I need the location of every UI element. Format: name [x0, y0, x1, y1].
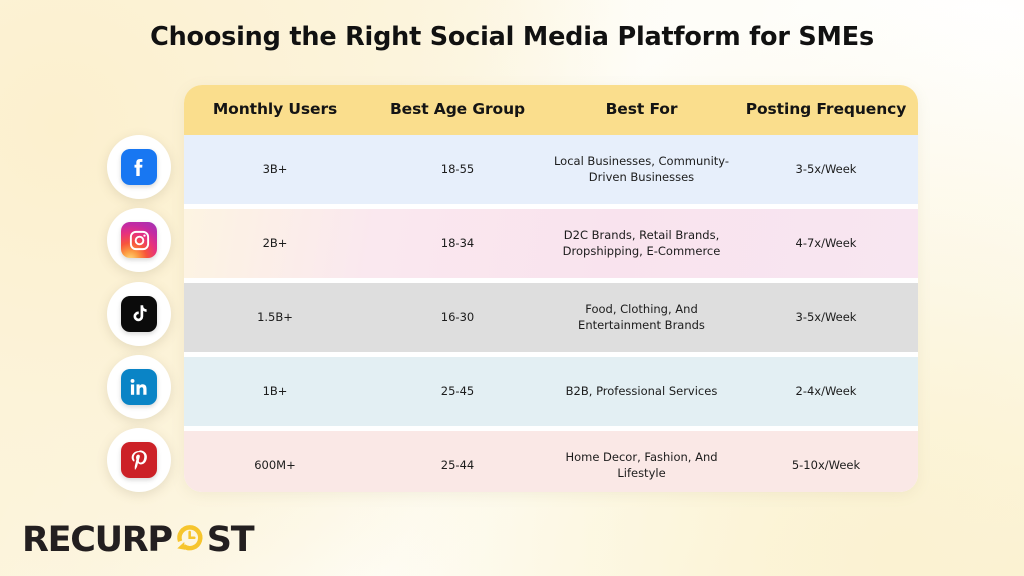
- tiktok-icon: [121, 296, 157, 332]
- logo-text-after: ST: [206, 519, 255, 560]
- cell-monthly-users: 1B+: [262, 383, 288, 398]
- cell-best-age-group: 18-34: [440, 235, 475, 250]
- table-row: 600M+ 25-44 Home Decor, Fashion, And Lif…: [184, 431, 918, 492]
- row-divider: [184, 278, 918, 283]
- clock-arrow-icon: [173, 521, 206, 559]
- cell-best-for: Home Decor, Fashion, And Lifestyle: [565, 449, 718, 480]
- instagram-icon: [121, 222, 157, 258]
- cell-posting-frequency: 3-5x/Week: [795, 309, 857, 324]
- cell-best-age-group: 16-30: [440, 309, 475, 324]
- table-row: 2B+ 18-34 D2C Brands, Retail Brands, Dro…: [184, 209, 918, 278]
- table-header-row: Monthly Users Best Age Group Best For Po…: [184, 85, 918, 135]
- table-row: 1B+ 25-45 B2B, Professional Services 2-4…: [184, 357, 918, 426]
- column-header-best-age-group: Best Age Group: [389, 100, 526, 119]
- logo-text-before: RECURP: [22, 519, 173, 560]
- page-title: Choosing the Right Social Media Platform…: [150, 22, 874, 52]
- recurpost-logo: RECURP ST: [22, 519, 255, 561]
- platform-badge-tiktok: [107, 282, 171, 346]
- pinterest-icon: [121, 442, 157, 478]
- cell-best-for: Food, Clothing, And Entertainment Brands: [578, 301, 705, 332]
- table-row: 1.5B+ 16-30 Food, Clothing, And Entertai…: [184, 283, 918, 352]
- cell-best-for: B2B, Professional Services: [565, 383, 718, 398]
- row-divider: [184, 204, 918, 209]
- platform-badge-facebook: [107, 135, 171, 199]
- cell-best-age-group: 25-45: [440, 383, 475, 398]
- platform-comparison-table: Monthly Users Best Age Group Best For Po…: [184, 85, 918, 492]
- cell-posting-frequency: 2-4x/Week: [795, 383, 857, 398]
- row-divider: [184, 426, 918, 431]
- cell-monthly-users: 2B+: [262, 235, 288, 250]
- facebook-icon: [121, 149, 157, 185]
- cell-posting-frequency: 5-10x/Week: [791, 457, 861, 472]
- column-header-posting-frequency: Posting Frequency: [745, 100, 907, 119]
- row-divider: [184, 352, 918, 357]
- table-row: 3B+ 18-55 Local Businesses, Community-Dr…: [184, 135, 918, 204]
- cell-best-for: D2C Brands, Retail Brands, Dropshipping,…: [562, 227, 721, 258]
- platform-badge-instagram: [107, 208, 171, 272]
- column-header-monthly-users: Monthly Users: [212, 100, 338, 119]
- cell-posting-frequency: 4-7x/Week: [795, 235, 857, 250]
- column-header-best-for: Best For: [605, 100, 678, 119]
- cell-monthly-users: 600M+: [254, 457, 296, 472]
- cell-monthly-users: 3B+: [262, 161, 288, 176]
- cell-best-for: Local Businesses, Community-Driven Busin…: [553, 153, 730, 184]
- linkedin-icon: [121, 369, 157, 405]
- cell-posting-frequency: 3-5x/Week: [795, 161, 857, 176]
- platform-badge-linkedin: [107, 355, 171, 419]
- cell-best-age-group: 25-44: [440, 457, 475, 472]
- cell-best-age-group: 18-55: [440, 161, 475, 176]
- platform-badge-pinterest: [107, 428, 171, 492]
- cell-monthly-users: 1.5B+: [257, 309, 293, 324]
